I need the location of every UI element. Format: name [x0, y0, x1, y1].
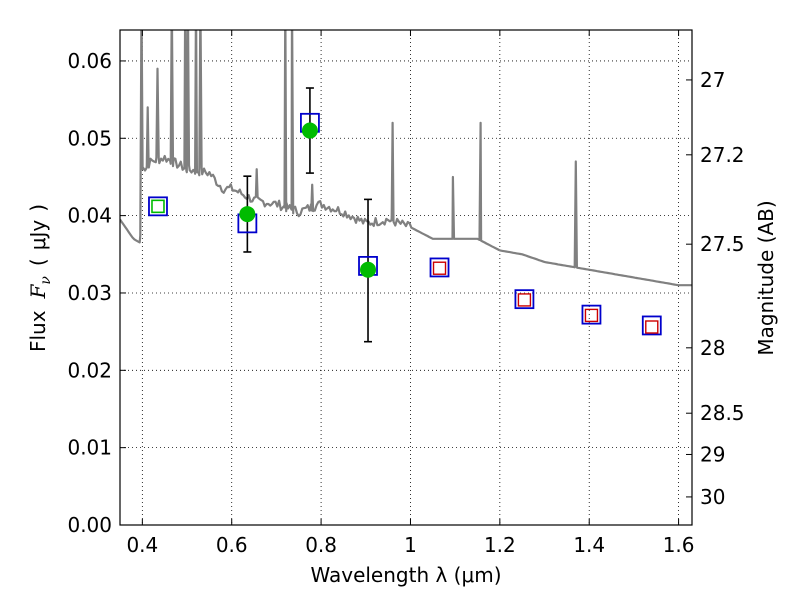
- mag-tick-label: 28: [700, 336, 725, 360]
- upper-limit-point: [584, 308, 599, 323]
- y-axis-title: Flux Fν ( μJy): [26, 204, 54, 352]
- y-axis-title-subscript: ν: [38, 276, 54, 285]
- model-photometry-point: [641, 315, 662, 336]
- grid: [120, 30, 692, 525]
- y-axis-title-unit: μJy: [26, 220, 50, 251]
- mag-tick-label: 29: [700, 442, 725, 466]
- axis-ticks: 0.4 0.6 0.8 1 1.2 1.4 1.6 0.00 0.01 0.02 0.03 0.04 0…: [67, 30, 745, 557]
- upper-limit-point: [432, 261, 447, 275]
- x-tick-label: 1.6: [663, 533, 695, 557]
- spectrum-line: [120, 30, 692, 287]
- y-tick-label: 0.00: [67, 513, 112, 537]
- observed-photometry-point: [301, 122, 318, 139]
- observed-photometry-point: [360, 261, 377, 278]
- y-axis-title-close-paren: ): [26, 204, 50, 212]
- mag-tick-label: 28.5: [700, 401, 745, 425]
- y-tick-label: 0.01: [67, 436, 112, 460]
- x-tick-label: 0.6: [216, 533, 248, 557]
- mag-tick-label: 27: [700, 68, 725, 92]
- spectrum-layer: [120, 30, 692, 287]
- y-tick-label: 0.06: [67, 49, 112, 73]
- y-tick-label: 0.05: [67, 126, 112, 150]
- x-tick-label: 1.2: [484, 533, 516, 557]
- y-tick-label: 0.04: [67, 204, 112, 228]
- marker-layer: [148, 87, 662, 343]
- upper-limit-point: [517, 293, 532, 307]
- mag-tick-label: 27.5: [700, 232, 745, 256]
- upper-limit-point: [645, 320, 659, 334]
- model-photometry-point: [581, 304, 602, 325]
- plot-frame: [119, 29, 693, 526]
- model-photometry-point: [514, 289, 535, 310]
- y-tick-label: 0.03: [67, 281, 112, 305]
- right-axis-title: Magnitude (AB): [754, 200, 778, 355]
- model-photometry-point: [148, 196, 168, 217]
- y-tick-label: 0.02: [67, 358, 112, 382]
- x-tick-label: 1.4: [573, 533, 605, 557]
- x-tick-label: 1: [404, 533, 417, 557]
- x-tick-label: 0.8: [305, 533, 337, 557]
- model-photometry-point: [429, 257, 450, 278]
- y-axis-title-word: Flux: [26, 310, 50, 352]
- x-axis-title: Wavelength λ (μm): [310, 563, 501, 587]
- observed-photometry-b-point: [151, 199, 165, 214]
- x-tick-label: 0.4: [126, 533, 158, 557]
- observed-photometry-point: [239, 206, 256, 223]
- mag-tick-label: 27.2: [700, 143, 745, 167]
- y-axis-title-symbol: F: [26, 283, 50, 299]
- y-axis-title-open-paren: (: [26, 258, 50, 266]
- mag-tick-label: 30: [700, 485, 725, 509]
